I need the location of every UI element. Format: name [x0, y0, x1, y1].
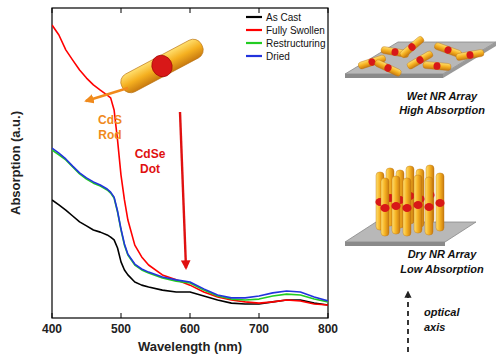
rod-body	[425, 177, 433, 235]
x-tick-label: 800	[318, 322, 338, 336]
lying-rod	[423, 61, 452, 71]
legend-swatch	[246, 16, 262, 18]
substrate-edge	[345, 242, 445, 246]
wet-array	[345, 35, 496, 78]
annotation-line: Rod	[98, 128, 121, 142]
x-tick	[328, 313, 329, 318]
standing-rod	[424, 177, 433, 235]
legend-label: As Cast	[266, 12, 301, 23]
x-tick-top	[121, 8, 122, 13]
lying-rod	[399, 35, 425, 59]
annotation: CdSeDot	[135, 147, 166, 176]
x-tick-label: 500	[111, 322, 131, 336]
standing-rod	[435, 173, 444, 231]
lying-rod	[374, 59, 403, 78]
rod-body	[456, 49, 485, 61]
rod-dot	[407, 42, 417, 52]
substrate	[345, 42, 496, 74]
dry-array	[345, 165, 476, 246]
x-tick-top	[259, 8, 260, 13]
rod-dot	[435, 199, 444, 207]
rod-body	[392, 176, 400, 234]
x-tick	[190, 313, 191, 318]
figure: 400 500 600 700 800 Wavelength (nm) Absorption…	[0, 0, 500, 362]
series-line	[52, 148, 328, 301]
legend-label: Fully Swollen	[266, 25, 325, 36]
diagram-label-line: optical	[424, 306, 460, 318]
y-axis-label: Absorption (a.u.)	[8, 111, 23, 215]
x-tick-label: 400	[42, 322, 62, 336]
diagram-label: Wet NR Array	[407, 90, 478, 102]
x-tick-top	[52, 8, 53, 13]
standing-rod	[391, 176, 400, 234]
plot-area	[52, 25, 328, 305]
x-tick-top	[328, 8, 329, 13]
rod-body	[374, 59, 402, 77]
x-axis-label: Wavelength (nm)	[138, 339, 242, 354]
rod-dot	[391, 48, 399, 57]
plot-frame	[52, 8, 328, 318]
annotation-line: Dot	[140, 162, 160, 176]
rod-dot	[402, 204, 411, 212]
legend: As Cast Fully Swollen Restructuring Dried	[246, 12, 325, 62]
x-tick	[121, 313, 122, 318]
x-tick-label: 600	[180, 322, 200, 336]
annotation: CdSRod	[98, 113, 122, 142]
x-tick-label: 700	[249, 322, 269, 336]
rod-body	[118, 36, 207, 96]
rod-body	[436, 173, 444, 231]
nanorod-icon	[117, 35, 207, 97]
rod-dot	[424, 203, 433, 211]
standing-rod	[413, 175, 422, 233]
legend-swatch	[246, 55, 262, 57]
x-tick	[52, 313, 53, 318]
rod-dot	[466, 51, 474, 60]
rod-dot	[148, 52, 176, 81]
legend-label: Dried	[266, 51, 290, 62]
rod-dot	[391, 202, 400, 210]
standing-rod	[380, 178, 389, 236]
annotation-arrow	[86, 88, 128, 101]
rod-dot	[383, 63, 393, 73]
diagram-label: optical axis	[424, 306, 460, 333]
series-line	[52, 150, 328, 302]
series-line	[52, 200, 328, 305]
rod-body	[403, 178, 411, 236]
standing-rod	[402, 178, 411, 236]
legend-label: Restructuring	[266, 38, 325, 49]
legend-swatch	[246, 29, 262, 31]
optical-axis-arrow	[407, 292, 409, 352]
diagram-label: Dry NR Array	[408, 248, 478, 260]
rod-body	[381, 178, 389, 236]
rod-body	[399, 35, 425, 58]
rod-dot	[380, 204, 389, 212]
annotation-arrow	[180, 112, 186, 268]
diagram-label-line: axis	[424, 321, 445, 333]
x-tick-top	[190, 8, 191, 13]
series-line	[52, 25, 328, 305]
rod-body	[414, 175, 422, 233]
annotation-line: CdS	[98, 113, 122, 127]
lying-rod	[456, 49, 485, 61]
rod-dot	[443, 45, 452, 55]
legend-swatch	[246, 42, 262, 44]
rod-body	[423, 61, 452, 70]
diagram-label: Low Absorption	[400, 263, 484, 275]
x-tick	[259, 313, 260, 318]
rod-dot	[433, 62, 441, 70]
diagram-label: High Absorption	[399, 104, 485, 116]
annotation-line: CdSe	[135, 147, 166, 161]
rod-dot	[413, 201, 422, 209]
